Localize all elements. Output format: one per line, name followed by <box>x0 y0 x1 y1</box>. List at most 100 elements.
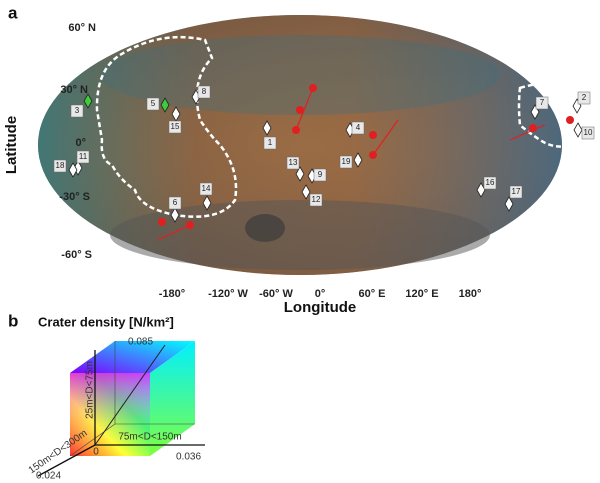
cube-edges <box>69 341 195 457</box>
site-label-box <box>70 104 84 118</box>
site-marker: 13 <box>286 156 305 182</box>
site-diamond <box>202 195 212 211</box>
site-diamond <box>262 120 272 136</box>
site-marker: 2 <box>572 91 591 114</box>
site-label-box <box>76 150 90 164</box>
site-marker: 14 <box>199 182 213 211</box>
site-marker: 12 <box>301 184 323 207</box>
site-label: 11 <box>79 152 88 161</box>
site-label: 5 <box>151 99 156 108</box>
site-label: 7 <box>540 98 545 107</box>
axis-arrows <box>37 350 205 477</box>
site-label-box <box>263 136 277 150</box>
site-marker: 15 <box>168 106 182 134</box>
site-diamond <box>504 196 514 212</box>
site-label-box <box>146 97 160 111</box>
site-label: 4 <box>356 123 361 132</box>
site-marker: 10 <box>573 122 595 140</box>
cube-diagonal <box>94 344 166 446</box>
cube-top <box>70 341 195 373</box>
site-label: 8 <box>202 87 207 96</box>
site-marker: 8 <box>191 85 211 105</box>
lon-tick-label: 0° <box>315 288 326 300</box>
lon-tick-label: -60° W <box>259 288 293 300</box>
panel-label: b <box>8 311 18 330</box>
site-diamond <box>160 97 170 113</box>
site-label-box <box>197 85 211 99</box>
site-label-box <box>309 193 323 207</box>
site-label-box <box>199 182 213 196</box>
site-diamond <box>170 207 180 223</box>
axis-origin: 0 <box>93 447 99 458</box>
site-diamond <box>573 122 583 138</box>
lon-tick-label: -180° <box>159 288 185 300</box>
site-marker: 19 <box>339 152 363 169</box>
axis-max: 0.024 <box>36 471 61 482</box>
site-label: 14 <box>202 184 211 193</box>
site-label: 13 <box>289 158 298 167</box>
color-cube <box>37 341 205 477</box>
site-marker: 16 <box>476 176 497 198</box>
site-label: 17 <box>512 187 521 196</box>
site-label-box <box>483 176 497 190</box>
site-label: 9 <box>318 170 323 179</box>
site-label: 15 <box>171 122 180 131</box>
axis-label: 75m<D<150m <box>118 432 181 443</box>
site-marker: 3 <box>70 93 93 118</box>
site-label: 18 <box>56 161 65 170</box>
site-label: 2 <box>582 93 587 102</box>
site-marker: 4 <box>345 121 365 138</box>
site-label: 16 <box>486 178 495 187</box>
site-label-box <box>313 168 327 182</box>
site-label: 3 <box>75 106 80 115</box>
site-label-box <box>577 91 591 105</box>
y-axis-label: Latitude <box>3 116 20 174</box>
site-diamond <box>68 162 78 178</box>
site-marker: 17 <box>504 185 523 212</box>
lon-tick-label: -120° W <box>208 288 248 300</box>
lon-tick-label: 60° E <box>358 288 385 300</box>
site-diamond <box>353 152 363 168</box>
lat-tick-label: 0° <box>75 137 86 149</box>
lat-tick-label: -60° S <box>61 249 92 261</box>
x-axis-label: Longitude <box>284 299 356 316</box>
site-marker: 5 <box>146 97 170 113</box>
site-marker: 1 <box>262 120 277 150</box>
site-label-box <box>509 185 523 199</box>
site-diamond <box>295 166 305 182</box>
lat-tick-label: 60° N <box>68 22 96 34</box>
site-label-box <box>535 96 549 110</box>
axis-label: 25m<D<75m <box>85 361 96 419</box>
site-marker: 7 <box>530 96 549 120</box>
site-label-box <box>339 155 353 169</box>
site-label-box <box>53 159 67 173</box>
site-marker: 9 <box>307 168 327 184</box>
axis-max: 0.085 <box>128 337 153 348</box>
site-diamond <box>476 182 486 198</box>
site-label: 6 <box>173 198 178 207</box>
site-diamond <box>83 93 93 109</box>
site-label-box <box>351 121 365 135</box>
site-label: 12 <box>312 195 321 204</box>
axis-max: 0.036 <box>176 452 201 463</box>
site-label: 1 <box>268 138 273 147</box>
site-label: 10 <box>584 128 593 137</box>
cube-front-tint <box>70 373 150 456</box>
lon-tick-label: 120° E <box>405 288 438 300</box>
site-marker: 18 <box>53 159 78 178</box>
site-label-box <box>581 126 595 140</box>
site-marker: 6 <box>168 196 182 223</box>
panel-label: a <box>8 3 18 22</box>
map <box>38 15 588 275</box>
lat-tick-label: 30° N <box>60 84 88 96</box>
legend-title: Crater density [N/km²] <box>38 314 174 329</box>
site-label-box <box>168 120 182 134</box>
site-label-box <box>168 196 182 210</box>
lat-tick-label: -30° S <box>59 191 90 203</box>
site-label: 19 <box>342 157 351 166</box>
cube-side <box>150 341 195 456</box>
site-diamond <box>301 184 311 200</box>
lon-tick-label: 180° <box>459 288 482 300</box>
site-label-box <box>286 156 300 170</box>
